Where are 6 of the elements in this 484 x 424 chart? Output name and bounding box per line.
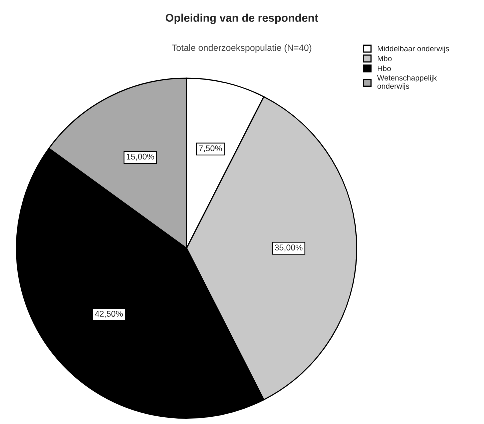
data-label: 7,50% xyxy=(199,146,222,152)
chart-subtitle: Totale onderzoekspopulatie (N=40) xyxy=(172,44,312,53)
data-label: 42,50% xyxy=(95,311,124,318)
data-label: 15,00% xyxy=(126,154,154,161)
chart-title: Opleiding van de respondent xyxy=(166,14,318,24)
data-label: 35,00% xyxy=(275,244,303,252)
